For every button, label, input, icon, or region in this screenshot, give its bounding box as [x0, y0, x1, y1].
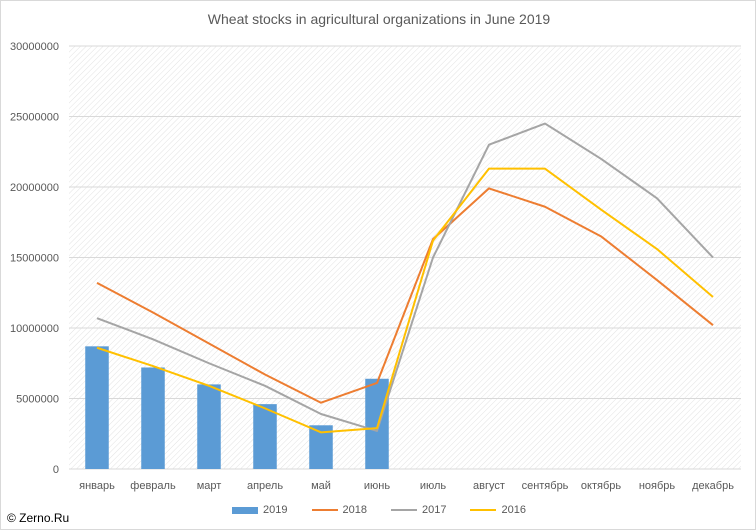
bar-2019 [197, 384, 221, 469]
x-tick-label: сентябрь [522, 480, 569, 492]
legend-label: 2017 [422, 504, 446, 516]
legend-label: 2018 [343, 504, 367, 516]
legend-item-2016: 2016 [470, 504, 525, 516]
x-tick-label: январь [79, 480, 115, 492]
y-tick-label: 10000000 [10, 323, 59, 335]
x-tick-label: апрель [247, 480, 283, 492]
x-tick-label: июнь [364, 480, 390, 492]
bar-2019 [253, 404, 277, 469]
y-tick-label: 5000000 [16, 394, 59, 406]
legend-item-2017: 2017 [391, 504, 446, 516]
x-tick-label: май [311, 480, 331, 492]
bar-2019 [141, 367, 165, 469]
x-tick-label: март [197, 480, 222, 492]
x-tick-label: ноябрь [639, 480, 676, 492]
bar-2019 [85, 346, 109, 469]
watermark: © Zerno.Ru [7, 511, 69, 525]
y-tick-label: 25000000 [10, 112, 59, 124]
x-axis: январь февраль март апрель май июнь июль август… [69, 469, 741, 492]
legend-swatch [391, 509, 417, 511]
x-tick-label: декабрь [692, 480, 734, 492]
y-tick-label: 30000000 [10, 41, 59, 53]
y-tick-label: 15000000 [10, 253, 59, 265]
legend-item-2019: 2019 [232, 504, 287, 516]
legend-swatch [312, 509, 338, 511]
x-tick-label: август [473, 480, 505, 492]
x-tick-label: октябрь [581, 480, 621, 492]
legend: 2019 2018 2017 2016 [1, 504, 756, 516]
legend-label: 2016 [501, 504, 525, 516]
y-tick-label: 0 [53, 464, 59, 476]
legend-swatch [470, 509, 496, 511]
x-tick-label: июль [420, 480, 447, 492]
legend-label: 2019 [263, 504, 287, 516]
bar-2019 [365, 379, 389, 469]
legend-item-2018: 2018 [312, 504, 367, 516]
y-axis: 0 5000000 10000000 15000000 20000000 25000000… [10, 41, 59, 476]
x-tick-label: февраль [130, 480, 176, 492]
legend-swatch [232, 507, 258, 514]
y-tick-label: 20000000 [10, 182, 59, 194]
